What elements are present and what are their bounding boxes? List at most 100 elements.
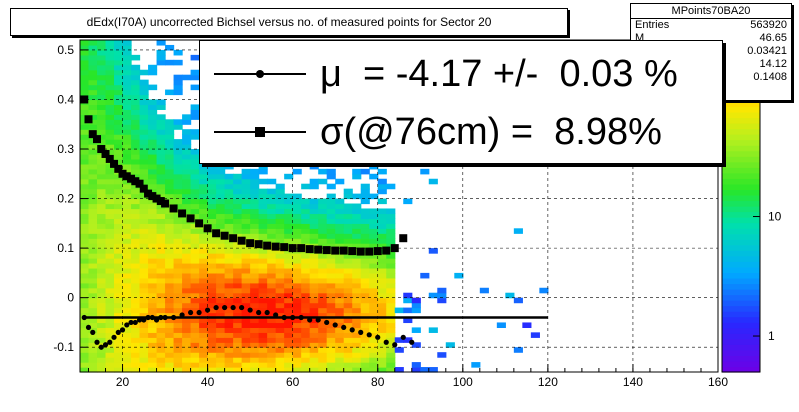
heatmap-cell	[139, 149, 149, 155]
heatmap-cell	[309, 327, 319, 333]
heatmap-cell	[343, 267, 353, 274]
heatmap-cell	[224, 198, 234, 205]
heatmap-cell	[173, 258, 183, 264]
heatmap-cell	[326, 253, 336, 259]
heatmap-cell	[131, 193, 141, 200]
heatmap-cell	[173, 149, 183, 155]
heatmap-cell	[114, 69, 124, 76]
heatmap-cell	[241, 233, 251, 239]
heatmap-cell	[292, 352, 302, 358]
heatmap-cell	[148, 218, 158, 224]
sigma-point	[280, 243, 289, 252]
heatmap-cell	[190, 357, 200, 363]
heatmap-cell	[80, 59, 90, 66]
heatmap-cell	[97, 44, 107, 51]
heatmap-cell	[284, 357, 294, 363]
heatmap-cell	[241, 188, 251, 195]
heatmap-cell	[216, 262, 226, 269]
heatmap-cell	[114, 317, 124, 324]
heatmap-cell	[275, 213, 285, 219]
heatmap-cell	[233, 342, 243, 348]
heatmap-cell	[80, 124, 90, 130]
chart-title-text: dEdx(I70A) uncorrected Bichsel versus no…	[86, 15, 492, 29]
heatmap-cell	[360, 168, 370, 175]
heatmap-cell	[105, 124, 115, 130]
heatmap-cell	[471, 362, 481, 368]
sigma-point	[356, 247, 365, 256]
heatmap-cell	[309, 312, 319, 319]
heatmap-cell	[165, 153, 175, 160]
heatmap-cell	[182, 134, 192, 140]
heatmap-cell	[369, 297, 379, 304]
heatmap-cell	[156, 322, 166, 329]
heatmap-cell	[318, 332, 328, 338]
heatmap-cell	[267, 238, 277, 244]
heatmap-cell	[241, 337, 251, 343]
heatmap-cell	[122, 99, 132, 106]
heatmap-cell	[131, 352, 141, 358]
heatmap-cell	[275, 292, 285, 299]
heatmap-cell	[386, 233, 396, 239]
heatmap-cell	[224, 223, 234, 229]
heatmap-cell	[199, 302, 209, 309]
heatmap-cell	[377, 282, 387, 289]
heatmap-cell	[343, 352, 353, 358]
heatmap-cell	[131, 367, 141, 373]
heatmap-cell	[241, 198, 251, 205]
heatmap-cell	[131, 277, 141, 284]
heatmap-cell	[182, 168, 192, 175]
heatmap-cell	[224, 342, 234, 348]
heatmap-cell	[105, 144, 115, 150]
sigma-point	[390, 244, 399, 253]
heatmap-cell	[224, 253, 234, 259]
heatmap-cell	[114, 89, 124, 96]
sigma-point	[382, 246, 391, 255]
heatmap-cell	[139, 218, 149, 224]
heatmap-cell	[139, 282, 149, 289]
heatmap-cell	[131, 168, 141, 175]
heatmap-cell	[216, 277, 226, 284]
heatmap-cell	[105, 367, 115, 373]
sigma-point	[271, 242, 280, 251]
heatmap-cell	[318, 213, 328, 219]
heatmap-cell	[335, 233, 345, 239]
heatmap-cell	[284, 262, 294, 269]
heatmap-cell	[156, 282, 166, 289]
heatmap-cell	[165, 223, 175, 229]
heatmap-cell	[173, 277, 183, 284]
heatmap-cell	[80, 208, 90, 215]
heatmap-cell	[131, 163, 141, 170]
heatmap-cell	[275, 272, 285, 279]
heatmap-cell	[131, 282, 141, 289]
heatmap-cell	[173, 337, 183, 343]
heatmap-cell	[88, 79, 98, 86]
sigma-point	[127, 174, 136, 183]
heatmap-cell	[301, 367, 311, 373]
heatmap-cell	[165, 238, 175, 244]
x-tick-label: 120	[538, 375, 558, 389]
heatmap-cell	[105, 84, 115, 91]
heatmap-cell	[284, 193, 294, 200]
heatmap-cell	[343, 208, 353, 215]
heatmap-cell	[326, 367, 336, 373]
heatmap-cell	[233, 228, 243, 234]
sigma-point	[97, 145, 106, 154]
colorbar-cell	[722, 183, 760, 190]
heatmap-cell	[114, 302, 124, 309]
heatmap-cell	[267, 327, 277, 333]
heatmap-cell	[182, 158, 192, 165]
heatmap-cell	[114, 49, 124, 56]
heatmap-cell	[105, 352, 115, 358]
heatmap-cell	[309, 228, 319, 234]
heatmap-cell	[343, 357, 353, 363]
heatmap-cell	[386, 307, 396, 314]
heatmap-cell	[258, 188, 268, 195]
heatmap-cell	[233, 203, 243, 210]
heatmap-cell	[80, 352, 90, 358]
heatmap-cell	[190, 302, 200, 309]
heatmap-cell	[88, 362, 98, 368]
heatmap-cell	[156, 54, 166, 61]
mu-point	[392, 342, 398, 348]
heatmap-cell	[165, 287, 175, 294]
heatmap-cell	[131, 267, 141, 274]
